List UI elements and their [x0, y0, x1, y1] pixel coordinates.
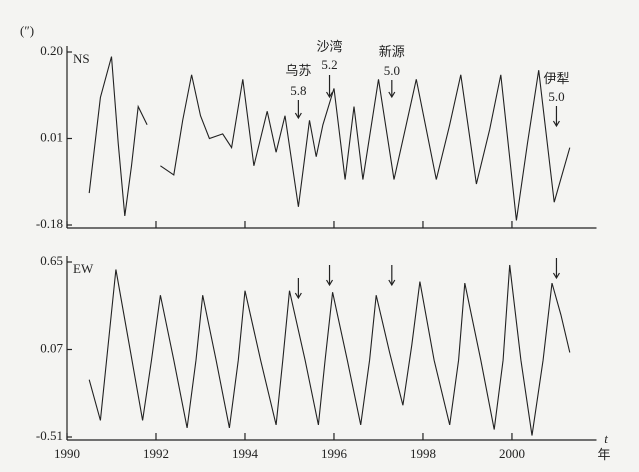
y-tick-label: -0.51 [36, 428, 63, 443]
data-line [88, 56, 571, 221]
event-arrow-head [326, 279, 334, 287]
y-tick-label: 0.07 [40, 340, 63, 355]
event-name: 乌苏 [285, 63, 311, 78]
event-magnitude: 5.0 [548, 89, 564, 104]
x-tick-label: 1994 [232, 446, 259, 461]
event-name: 沙湾 [317, 39, 343, 54]
event-arrow-head [326, 91, 334, 99]
x-tick-label: 2000 [499, 446, 525, 461]
event-arrow-head [294, 292, 302, 300]
y-tick-label: 0.20 [40, 43, 63, 58]
event-name: 新源 [379, 44, 405, 59]
y-unit: (″) [20, 23, 34, 38]
x-label: t [604, 431, 608, 446]
event-name: 伊犁 [543, 71, 569, 86]
y-tick-label: 0.65 [40, 253, 63, 268]
legend-label: NS [73, 51, 90, 66]
x-unit: 年 [597, 447, 610, 462]
legend-label: EW [73, 261, 94, 276]
event-arrow-head [388, 91, 396, 99]
x-tick-label: 1998 [410, 446, 436, 461]
y-tick-label: 0.01 [40, 129, 63, 144]
event-magnitude: 5.0 [384, 63, 400, 78]
x-tick-label: 1990 [54, 446, 80, 461]
event-arrow-head [294, 112, 302, 120]
event-magnitude: 5.2 [321, 57, 337, 72]
event-magnitude: 5.8 [290, 83, 306, 98]
x-tick-label: 1992 [143, 446, 169, 461]
event-arrow-head [552, 272, 560, 280]
x-tick-label: 1996 [321, 446, 348, 461]
data-line [88, 264, 571, 436]
y-tick-label: -0.18 [36, 216, 63, 231]
event-arrow-head [388, 279, 396, 287]
event-arrow-head [552, 120, 560, 128]
